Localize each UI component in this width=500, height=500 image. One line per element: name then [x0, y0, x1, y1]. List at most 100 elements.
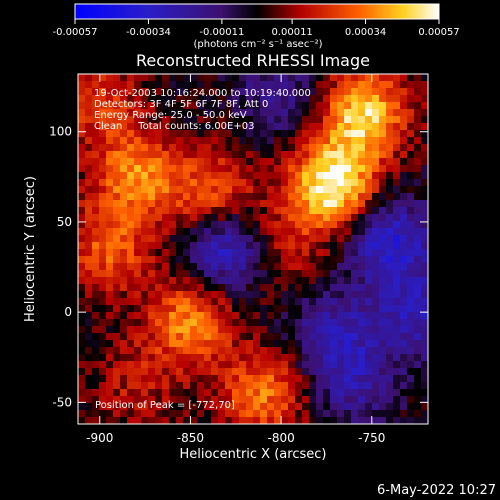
heatmap-cell — [358, 88, 366, 96]
heatmap-cell — [379, 270, 387, 278]
heatmap-cell — [239, 256, 247, 264]
heatmap-cell — [169, 354, 177, 362]
heatmap-cell — [274, 109, 282, 117]
heatmap-cell — [148, 340, 156, 348]
heatmap-cell — [176, 193, 184, 201]
heatmap-cell — [239, 319, 247, 327]
heatmap-cell — [337, 410, 345, 418]
heatmap-cell — [267, 200, 275, 208]
heatmap-cell — [78, 165, 86, 173]
heatmap-cell — [379, 130, 387, 138]
heatmap-cell — [330, 284, 338, 292]
heatmap-cell — [120, 200, 128, 208]
heatmap-cell — [141, 81, 149, 89]
heatmap-cell — [211, 151, 219, 159]
heatmap-cell — [358, 403, 366, 411]
heatmap-cell — [176, 179, 184, 187]
heatmap-cell — [414, 368, 422, 376]
heatmap-cell — [379, 298, 387, 306]
heatmap-cell — [141, 207, 149, 215]
heatmap-cell — [197, 193, 205, 201]
heatmap-cell — [323, 368, 331, 376]
heatmap-cell — [197, 382, 205, 390]
heatmap-cell — [323, 95, 331, 103]
heatmap-cell — [120, 242, 128, 250]
heatmap-cell — [155, 389, 163, 397]
heatmap-cell — [246, 368, 254, 376]
heatmap-cell — [281, 242, 289, 250]
heatmap-cell — [393, 326, 401, 334]
heatmap-cell — [344, 382, 352, 390]
heatmap-cell — [323, 396, 331, 404]
heatmap-cell — [274, 263, 282, 271]
heatmap-cell — [176, 298, 184, 306]
heatmap-cell — [337, 270, 345, 278]
heatmap-cell — [176, 109, 184, 117]
heatmap-cell — [134, 319, 142, 327]
heatmap-cell — [260, 193, 268, 201]
heatmap-cell — [92, 102, 100, 110]
heatmap-cell — [120, 179, 128, 187]
heatmap-cell — [288, 130, 296, 138]
heatmap-cell — [386, 144, 394, 152]
heatmap-cell — [120, 291, 128, 299]
heatmap-cell — [78, 130, 86, 138]
heatmap-cell — [162, 396, 170, 404]
heatmap-cell — [281, 347, 289, 355]
heatmap-cell — [162, 151, 170, 159]
heatmap-cell — [407, 214, 415, 222]
heatmap-cell — [246, 102, 254, 110]
heatmap-cell — [127, 109, 135, 117]
heatmap-cell — [407, 123, 415, 131]
heatmap-cell — [190, 102, 198, 110]
heatmap-cell — [330, 270, 338, 278]
heatmap-cell — [330, 403, 338, 411]
heatmap-cell — [267, 95, 275, 103]
heatmap-cell — [127, 137, 135, 145]
heatmap-cell — [372, 382, 380, 390]
heatmap-cell — [372, 74, 380, 82]
heatmap-cell — [337, 368, 345, 376]
heatmap-cell — [239, 137, 247, 145]
heatmap-cell — [106, 249, 114, 257]
heatmap-cell — [407, 396, 415, 404]
heatmap-cell — [393, 305, 401, 313]
heatmap-cell — [85, 319, 93, 327]
heatmap-cell — [190, 186, 198, 194]
heatmap-cell — [323, 221, 331, 229]
heatmap-cell — [351, 270, 359, 278]
heatmap-cell — [386, 95, 394, 103]
heatmap-cell — [246, 396, 254, 404]
heatmap-cell — [288, 368, 296, 376]
heatmap-cell — [358, 151, 366, 159]
heatmap-cell — [78, 109, 86, 117]
heatmap-cell — [134, 277, 142, 285]
heatmap-cell — [218, 305, 226, 313]
heatmap-cell — [106, 326, 114, 334]
heatmap-cell — [183, 417, 191, 424]
heatmap-cell — [211, 207, 219, 215]
heatmap-cell — [288, 396, 296, 404]
heatmap-cell — [274, 88, 282, 96]
heatmap-cell — [400, 333, 408, 341]
heatmap-cell — [302, 354, 310, 362]
heatmap-cell — [141, 249, 149, 257]
heatmap-cell — [218, 109, 226, 117]
heatmap-cell — [309, 277, 317, 285]
heatmap-cell — [379, 396, 387, 404]
heatmap-cell — [323, 116, 331, 124]
heatmap-cell — [379, 305, 387, 313]
heatmap-cell — [232, 389, 240, 397]
heatmap-cell — [344, 396, 352, 404]
heatmap-cell — [316, 277, 324, 285]
heatmap-cell — [281, 74, 289, 82]
heatmap-cell — [169, 151, 177, 159]
heatmap-cell — [316, 172, 324, 180]
heatmap-cell — [85, 214, 93, 222]
heatmap-cell — [351, 326, 359, 334]
heatmap-cell — [134, 396, 142, 404]
heatmap-cell — [386, 270, 394, 278]
heatmap-cell — [204, 361, 212, 369]
heatmap-cell — [295, 228, 303, 236]
heatmap-cell — [183, 179, 191, 187]
